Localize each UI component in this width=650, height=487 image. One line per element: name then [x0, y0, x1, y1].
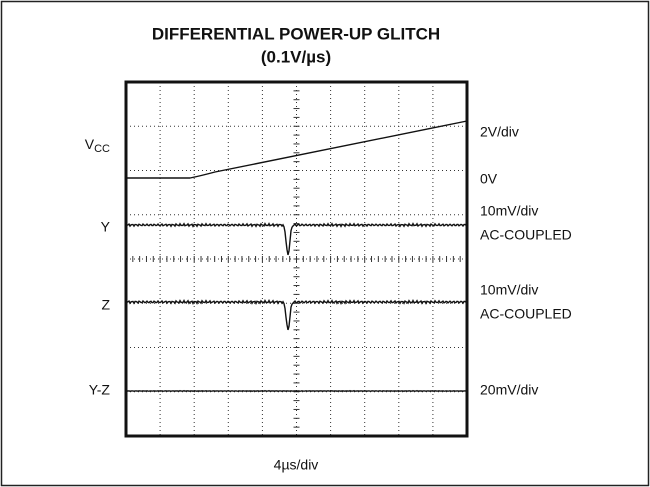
trace-label: Y	[101, 219, 111, 235]
scale-label: 20mV/div	[480, 382, 538, 398]
subtitle: (0.1V/µs)	[261, 47, 331, 66]
y-z-trace	[125, 389, 468, 393]
plot-box	[124, 80, 469, 438]
y-trace	[125, 222, 468, 256]
scale-label: 10mV/div	[480, 203, 538, 219]
grid	[125, 81, 468, 436]
z-trace	[125, 299, 468, 331]
scale-label: 10mV/div	[480, 282, 538, 298]
trace-label: VCC	[85, 136, 110, 155]
vcc-trace	[126, 120, 468, 179]
title: DIFFERENTIAL POWER-UP GLITCH	[152, 24, 440, 43]
trace-label: Y-Z	[89, 382, 111, 398]
trace-label: Z	[101, 297, 110, 313]
scale-label: 2V/div	[480, 124, 519, 140]
timebase-label: 4µs/div	[274, 457, 319, 473]
traces	[125, 120, 468, 393]
coupling-label: AC-COUPLED	[480, 306, 572, 322]
coupling-label: AC-COUPLED	[480, 227, 572, 243]
zero-label: 0V	[480, 171, 498, 187]
